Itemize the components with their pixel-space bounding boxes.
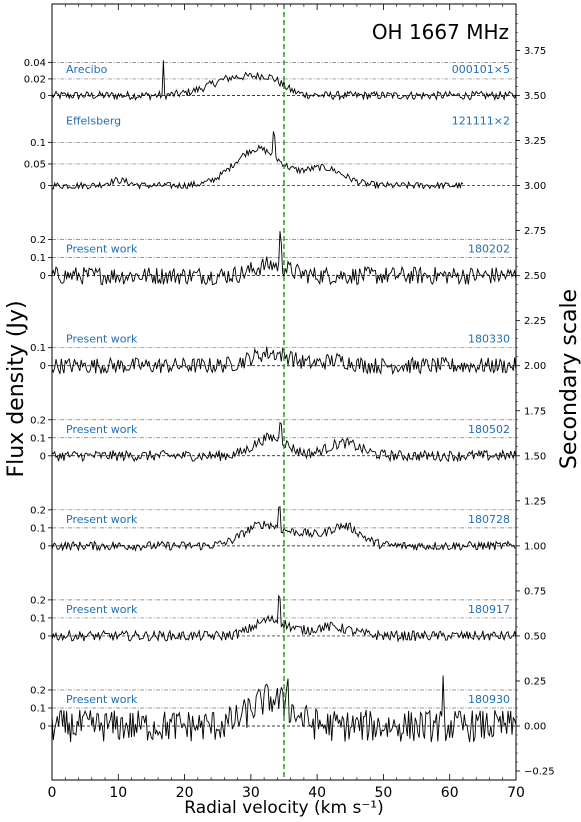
- chart-title: OH 1667 MHz: [372, 20, 509, 44]
- series-date: 180502: [468, 423, 510, 436]
- right-tick-label: 3.50: [524, 91, 546, 102]
- series-label: Effelsberg: [66, 115, 121, 128]
- x-tick-label: 40: [308, 785, 326, 801]
- series-date: 180917: [468, 603, 510, 616]
- left-tick-label: 0.1: [30, 433, 46, 444]
- right-tick-label: 0.50: [524, 631, 546, 642]
- series-date: 000101×5: [452, 63, 510, 76]
- left-tick-label: 0: [40, 722, 46, 733]
- right-tick-label: 1.00: [524, 541, 546, 552]
- x-tick-label: 20: [176, 785, 194, 801]
- left-tick-label: 0.2: [30, 415, 46, 426]
- right-tick-label: 2.75: [524, 226, 546, 237]
- right-tick-label: 1.25: [524, 496, 546, 507]
- series-date: 180728: [468, 513, 510, 526]
- left-tick-label: 0.2: [30, 505, 46, 516]
- left-tick-label: 0.04: [24, 58, 46, 69]
- left-tick-label: 0: [40, 541, 46, 552]
- series-date: 180930: [468, 693, 510, 706]
- right-tick-label: 3.75: [524, 46, 546, 57]
- right-tick-label: 0.75: [524, 586, 546, 597]
- spectrum-trace: [51, 60, 517, 102]
- left-tick-label: 0.1: [30, 343, 46, 354]
- series-date: 180202: [468, 243, 510, 256]
- left-tick-label: 0.2: [30, 595, 46, 606]
- plot-frame: [51, 3, 517, 781]
- left-tick-label: 0.1: [30, 613, 46, 624]
- right-tick-label: −0.25: [524, 767, 555, 778]
- right-tick-label: 2.50: [524, 271, 546, 282]
- left-tick-label: 0.1: [30, 253, 46, 264]
- left-tick-label: 0.2: [30, 235, 46, 246]
- left-tick-label: 0.05: [24, 159, 46, 170]
- left-tick-label: 0: [40, 631, 46, 642]
- series-label: Arecibo: [66, 63, 108, 76]
- series-label: Present work: [66, 513, 138, 526]
- left-tick-label: 0: [40, 91, 46, 102]
- right-tick-label: 3.00: [524, 181, 546, 192]
- spectrum-trace: [51, 131, 464, 190]
- x-tick-label: 50: [375, 785, 393, 801]
- series-label: Present work: [66, 423, 138, 436]
- series-date: 121111×2: [452, 115, 510, 128]
- left-tick-label: 0: [40, 271, 46, 282]
- right-tick-label: 2.25: [524, 316, 546, 327]
- right-tick-label: 0.25: [524, 676, 546, 687]
- right-tick-label: 3.25: [524, 136, 546, 147]
- left-tick-label: 0.1: [30, 138, 46, 149]
- left-tick-label: 0.1: [30, 523, 46, 534]
- left-tick-label: 0.02: [24, 74, 46, 85]
- left-tick-label: 0: [40, 361, 46, 372]
- series-label: Present work: [66, 603, 138, 616]
- x-axis-label: Radial velocity (km s⁻¹): [184, 798, 383, 818]
- left-tick-label: 0: [40, 451, 46, 462]
- left-tick-label: 0.2: [30, 685, 46, 696]
- series-label: Present work: [66, 243, 138, 256]
- series-date: 180330: [468, 333, 510, 346]
- x-tick-label: 0: [48, 785, 57, 801]
- x-tick-label: 10: [109, 785, 127, 801]
- x-tick-label: 70: [507, 785, 525, 801]
- right-tick-label: 2.00: [524, 361, 546, 372]
- y-axis-label: Flux density (Jy): [4, 300, 29, 477]
- secondary-axis-label: Secondary scale: [557, 289, 581, 469]
- series-label: Present work: [66, 693, 138, 706]
- right-tick-label: 0.00: [524, 722, 546, 733]
- axis-ticks-layer: 0 0.02 0.04 Arecibo 000101×5 0 0.05 0.1 Effelsbe…: [24, 4, 555, 801]
- series-label: Present work: [66, 333, 138, 346]
- left-tick-label: 0: [40, 181, 46, 192]
- right-tick-label: 1.75: [524, 406, 546, 417]
- left-tick-label: 0.1: [30, 703, 46, 714]
- x-tick-label: 30: [242, 785, 260, 801]
- right-tick-label: 1.50: [524, 451, 546, 462]
- x-tick-label: 60: [441, 785, 459, 801]
